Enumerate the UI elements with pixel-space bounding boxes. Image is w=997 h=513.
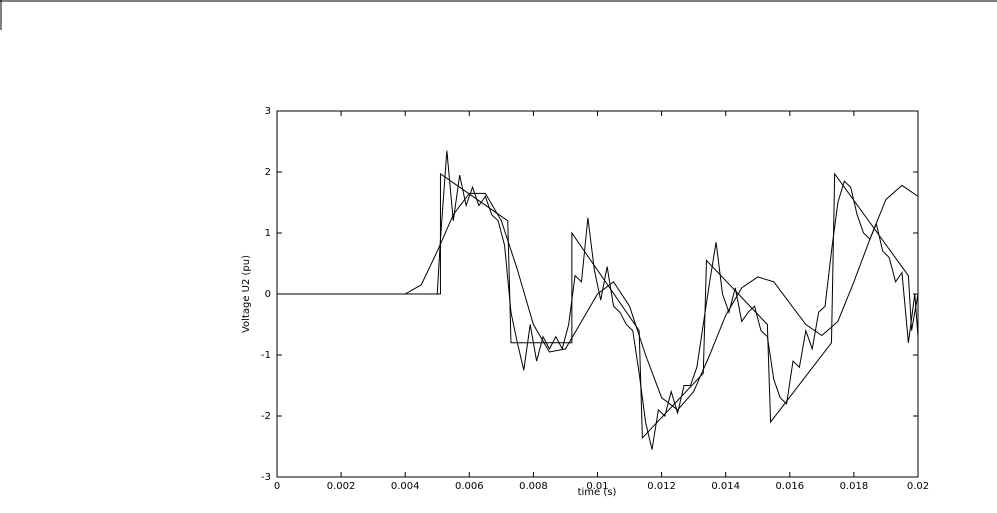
y-axis-label: Voltage U2 (pu)	[241, 255, 252, 333]
x-tick-label: 0.014	[711, 481, 740, 492]
x-tick-label: 0	[274, 481, 280, 492]
x-tick-label: 0.004	[391, 481, 420, 492]
y-tick-label: -1	[261, 350, 271, 361]
y-tick-label: 3	[265, 106, 271, 117]
x-tick-label: 0.01	[586, 481, 608, 492]
y-tick-label: 2	[265, 167, 271, 178]
y-tick-label: 0	[265, 289, 271, 300]
y-tick-label: -2	[261, 411, 271, 422]
x-tick-label: 0.002	[327, 481, 356, 492]
x-tick-label: 0.018	[840, 481, 869, 492]
x-tick-label: 0.012	[647, 481, 676, 492]
x-tick-label: 0.006	[455, 481, 484, 492]
y-tick-label: 1	[265, 228, 271, 239]
y-tick-label: -3	[261, 472, 271, 483]
line-series	[277, 150, 919, 450]
x-tick-label: 0.016	[775, 481, 804, 492]
x-tick-label: 0.02	[907, 481, 929, 492]
x-tick-label: 0.008	[519, 481, 548, 492]
x-axis-label: time (s)	[578, 487, 617, 498]
